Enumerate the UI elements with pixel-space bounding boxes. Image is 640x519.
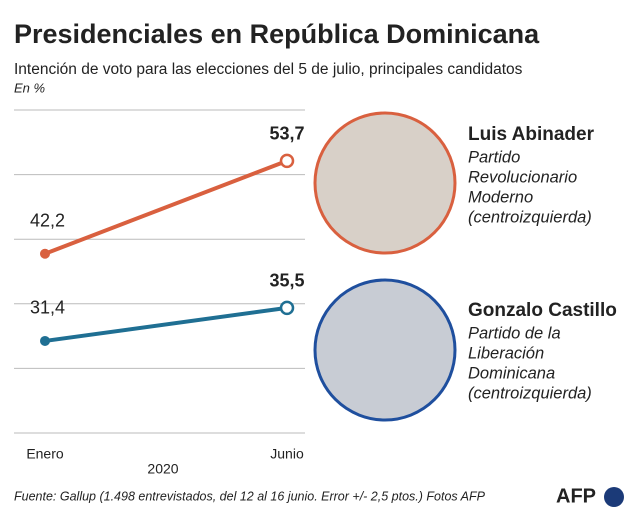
candidate-name: Gonzalo Castillo — [468, 300, 617, 321]
candidate-party: Moderno — [468, 188, 533, 206]
value-label: 35,5 — [269, 271, 304, 291]
x-tick-label: Junio — [270, 446, 304, 462]
source: Fuente: Gallup (1.498 entrevistados, del… — [14, 489, 486, 503]
value-label: 53,7 — [269, 124, 304, 144]
candidate-party: Partido — [468, 148, 520, 166]
candidate-party: Dominicana — [468, 364, 555, 382]
photo-abinader — [313, 111, 457, 255]
x-axis-label: 2020 — [147, 461, 178, 477]
subtitle: Intención de voto para las elecciones de… — [14, 61, 523, 78]
start-marker — [40, 248, 50, 259]
photo-castillo — [313, 278, 457, 422]
logo: AFP — [556, 485, 596, 507]
value-label: 42,2 — [30, 210, 65, 230]
logo-dot — [604, 487, 624, 507]
candidate-party: Partido de la — [468, 324, 561, 342]
candidate-name: Luis Abinader — [468, 124, 595, 145]
start-marker — [40, 335, 50, 346]
candidate-ideology: (centroizquierda) — [468, 384, 592, 402]
x-tick-label: Enero — [26, 446, 64, 462]
candidate-ideology: (centroizquierda) — [468, 208, 592, 226]
candidate-party: Revolucionario — [468, 168, 577, 186]
end-marker — [279, 153, 295, 169]
candidate-party: Liberación — [468, 344, 544, 362]
title: Presidenciales en República Dominicana — [14, 19, 540, 49]
line — [43, 305, 289, 343]
unit-note: En % — [14, 80, 45, 95]
value-label: 31,4 — [30, 298, 65, 318]
line — [43, 158, 289, 256]
end-marker — [279, 300, 295, 316]
